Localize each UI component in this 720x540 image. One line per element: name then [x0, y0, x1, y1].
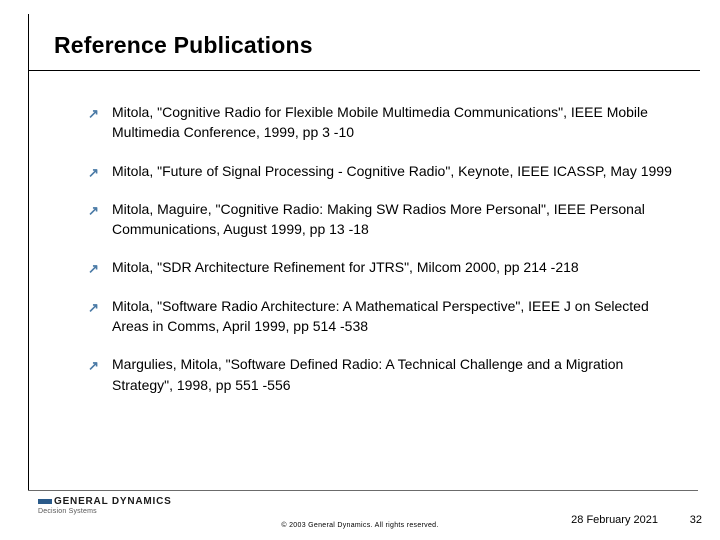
footer-date: 28 February 2021: [571, 514, 658, 526]
arrow-icon: ↗: [88, 357, 100, 369]
list-item: ↗ Margulies, Mitola, "Software Defined R…: [88, 354, 688, 395]
slide: Reference Publications ↗ Mitola, "Cognit…: [0, 0, 720, 540]
list-item: ↗ Mitola, "Cognitive Radio for Flexible …: [88, 102, 688, 143]
list-item: ↗ Mitola, "Future of Signal Processing -…: [88, 161, 688, 181]
bullet-text: Mitola, "Future of Signal Processing - C…: [112, 163, 672, 179]
bullet-text: Mitola, "SDR Architecture Refinement for…: [112, 259, 579, 275]
logo-main-text: GENERAL DYNAMICS: [54, 496, 172, 507]
arrow-icon: ↗: [88, 105, 100, 117]
company-logo: GENERAL DYNAMICS Decision Systems: [38, 496, 172, 515]
arrow-icon: ↗: [88, 202, 100, 214]
arrow-icon: ↗: [88, 260, 100, 272]
logo-bar-icon: [38, 499, 52, 504]
list-item: ↗ Mitola, Maguire, "Cognitive Radio: Mak…: [88, 199, 688, 240]
bullet-text: Margulies, Mitola, "Software Defined Rad…: [112, 356, 623, 392]
bullet-text: Mitola, "Cognitive Radio for Flexible Mo…: [112, 104, 648, 140]
page-number: 32: [690, 514, 702, 526]
footer-rule: [28, 490, 698, 491]
bullet-text: Mitola, Maguire, "Cognitive Radio: Makin…: [112, 201, 645, 237]
bullet-list: ↗ Mitola, "Cognitive Radio for Flexible …: [88, 102, 688, 413]
left-vertical-rule: [28, 14, 29, 490]
bullet-text: Mitola, "Software Radio Architecture: A …: [112, 298, 649, 334]
arrow-icon: ↗: [88, 299, 100, 311]
title-underline: [28, 70, 700, 71]
slide-title: Reference Publications: [54, 32, 313, 59]
logo-main: GENERAL DYNAMICS: [38, 496, 172, 507]
list-item: ↗ Mitola, "SDR Architecture Refinement f…: [88, 257, 688, 277]
list-item: ↗ Mitola, "Software Radio Architecture: …: [88, 296, 688, 337]
arrow-icon: ↗: [88, 164, 100, 176]
logo-subtitle: Decision Systems: [38, 508, 172, 515]
